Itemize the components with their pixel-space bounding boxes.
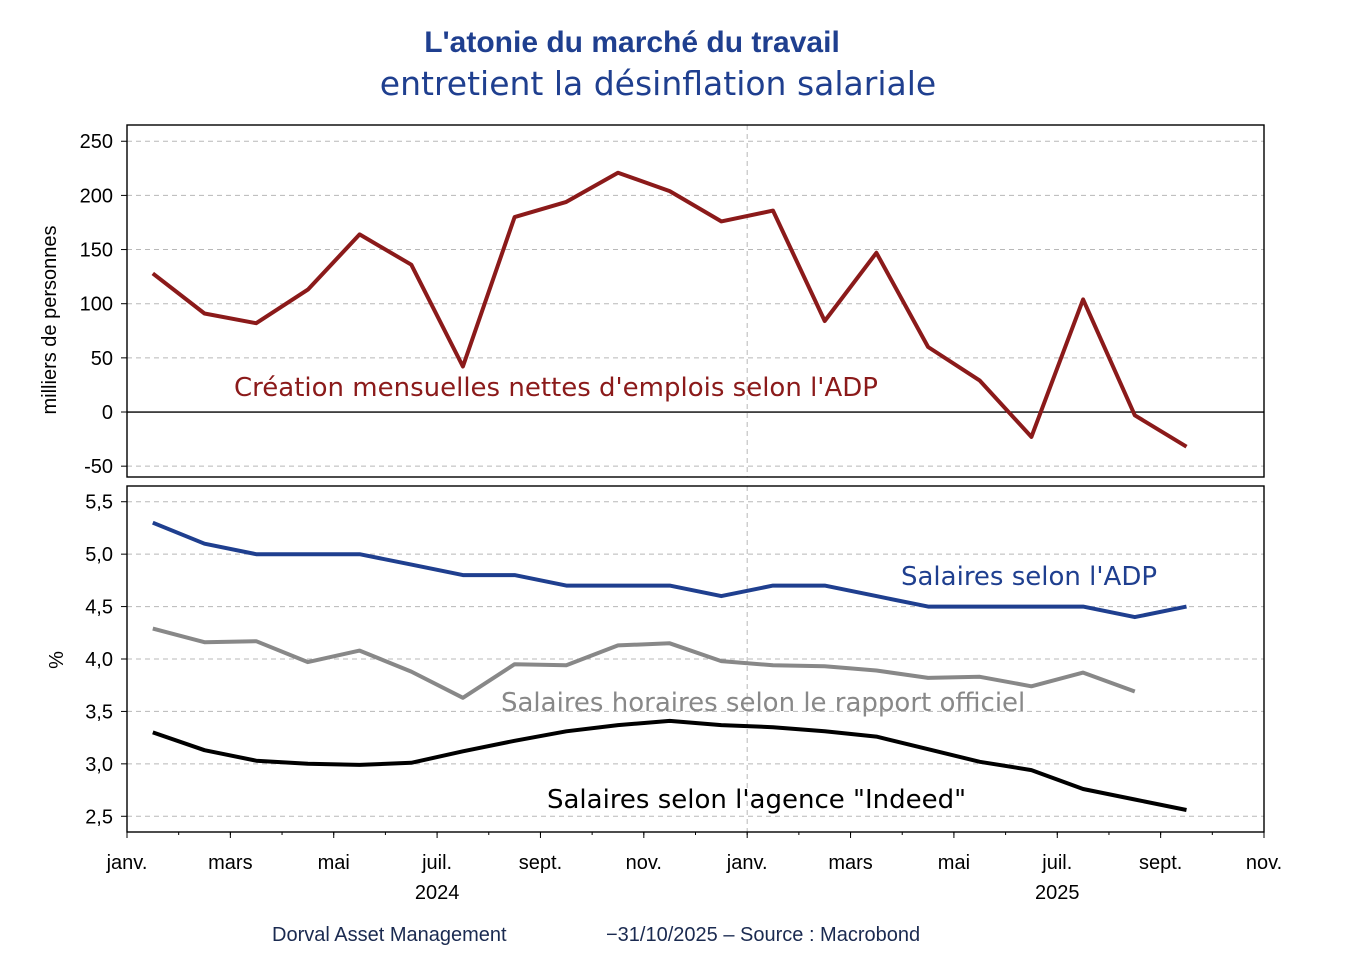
x-year-label: 2025 (1035, 882, 1080, 904)
top-y-tick-label: 200 (80, 185, 113, 207)
chart-title-line2: entretient la désinflation salariale (379, 64, 937, 103)
top-panel-grid (127, 125, 1264, 477)
top-y-tick-label: 0 (102, 402, 113, 424)
bottom-series-line-1 (152, 626, 1136, 700)
top-panel-frame (126, 124, 1265, 478)
x-tick-label: janv. (726, 852, 768, 874)
x-tick-label: nov. (626, 852, 662, 874)
bottom-y-tick-label: 4,5 (85, 597, 113, 619)
bottom-series-line-0 (152, 520, 1187, 620)
bottom-y-tick-label: 3,5 (85, 701, 113, 723)
bottom-y-axis-label: % (46, 651, 68, 669)
series-label-emplois: Création mensuelles nettes d'emplois sel… (234, 373, 878, 403)
top-series-line-0 (151, 170, 1188, 449)
chart-title-line1: L'atonie du marché du travail (424, 26, 840, 59)
axis-ticks: -50 0 50 100 150 200 250 2,5 3,0 3,5 4,0 4,5 5,0 5,5 j… (80, 131, 1283, 904)
x-tick-label: nov. (1246, 852, 1282, 874)
x-tick-label: juil. (421, 852, 452, 874)
top-y-tick-label: 150 (80, 240, 113, 262)
series-label-official-wages: Salaires horaires selon le rapport offic… (501, 688, 1025, 718)
x-tick-label: mai (938, 852, 970, 874)
x-tick-label: juil. (1041, 852, 1072, 874)
panel-frames (126, 124, 1265, 833)
series-lines (151, 170, 1188, 812)
x-tick-label: janv. (106, 852, 148, 874)
bottom-y-tick-label: 2,5 (85, 806, 113, 828)
top-y-tick-label: 100 (80, 294, 113, 316)
bottom-y-tick-label: 5,0 (85, 544, 113, 566)
footer-source-left: Dorval Asset Management (272, 924, 507, 946)
x-tick-label: mars (828, 852, 872, 874)
bottom-y-tick-label: 3,0 (85, 754, 113, 776)
x-year-label: 2024 (415, 882, 460, 904)
bottom-series-line-2 (152, 718, 1187, 812)
x-tick-label: mars (208, 852, 252, 874)
series-label-adp-wages: Salaires selon l'ADP (901, 562, 1157, 592)
top-y-tick-label: 250 (80, 131, 113, 153)
top-y-axis-label: milliers de personnes (39, 226, 61, 415)
bottom-y-tick-label: 4,0 (85, 649, 113, 671)
x-tick-label: mai (318, 852, 350, 874)
bottom-panel-grid (127, 486, 1264, 832)
top-y-tick-label: 50 (91, 348, 113, 370)
series-label-indeed-wages: Salaires selon l'agence "Indeed" (547, 785, 966, 815)
top-y-tick-label: -50 (84, 456, 113, 478)
footer-source-right: −31/10/2025 – Source : Macrobond (606, 924, 920, 946)
x-tick-label: sept. (1139, 852, 1182, 874)
x-tick-label: sept. (519, 852, 562, 874)
bottom-y-tick-label: 5,5 (85, 492, 113, 514)
